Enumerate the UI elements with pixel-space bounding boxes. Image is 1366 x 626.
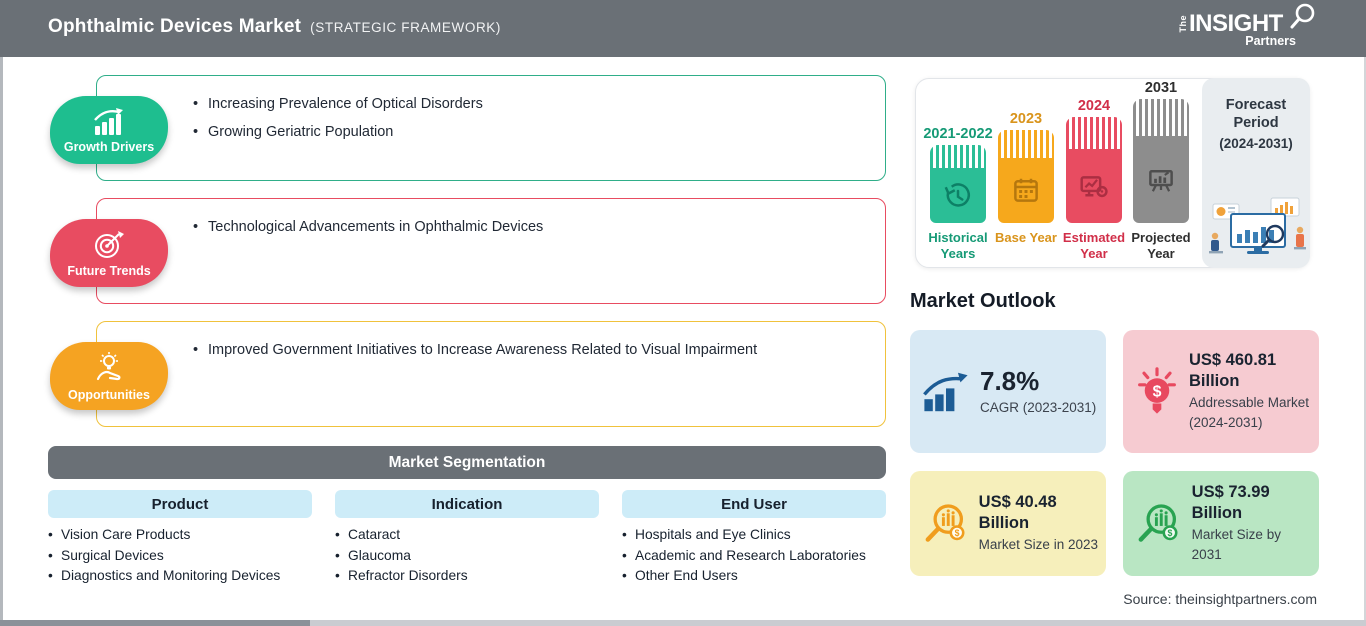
bar-body — [1066, 148, 1122, 223]
page-title: Ophthalmic Devices Market — [48, 16, 302, 37]
horizontal-scrollbar-track[interactable] — [0, 620, 1366, 626]
badge-label: Future Trends — [67, 263, 151, 278]
market-size-2023-card: $ US$ 40.48 Billion Market Size in 2023 — [910, 471, 1106, 576]
page-right-border — [1364, 57, 1366, 620]
future-trends-box: Technological Advancements in Ophthalmic… — [96, 198, 886, 304]
opportunities-badge: Opportunities — [50, 342, 168, 410]
magnifier-lens-icon — [1290, 3, 1315, 29]
base-year-value: 2023 — [1009, 111, 1043, 127]
list-item: Growing Geriatric Population — [193, 123, 865, 142]
insight-partners-logo: The INSIGHT Partners — [1178, 3, 1315, 51]
logo-insight-text: INSIGHT — [1189, 10, 1283, 37]
segment-header-end-user: End User — [622, 490, 886, 518]
bar-stripes — [930, 145, 986, 169]
horizontal-scrollbar-thumb[interactable] — [0, 620, 310, 626]
growth-drivers-box: Increasing Prevalence of Optical Disorde… — [96, 75, 886, 181]
future-trends-badge: Future Trends — [50, 219, 168, 287]
estimated-year-label: Estimated Year — [1062, 230, 1126, 261]
historical-years-label: Historical Years — [928, 230, 988, 261]
segment-header-product: Product — [48, 490, 312, 518]
svg-text:$: $ — [1153, 383, 1162, 400]
cagr-value: 7.8% — [980, 365, 1040, 396]
presentation-chart-icon — [1149, 169, 1173, 192]
base-year-label: Base Year — [995, 230, 1057, 245]
forecast-period-range: (2024-2031) — [1219, 136, 1293, 151]
base-year-bar — [998, 130, 1054, 223]
calendar-icon — [1014, 179, 1038, 203]
bulb-dollar-icon: $ — [1138, 366, 1176, 414]
logo-the-text: The — [1178, 15, 1188, 33]
list-item: Surgical Devices — [48, 546, 280, 567]
svg-text:$: $ — [955, 528, 960, 538]
magnifier-bars-icon: $ — [1138, 503, 1178, 542]
market-outlook-title: Market Outlook — [910, 290, 1056, 312]
list-item: Technological Advancements in Ophthalmic… — [193, 218, 865, 237]
opportunities-list: Improved Government Initiatives to Incre… — [193, 341, 865, 360]
projected-year-label: Projected Year — [1131, 230, 1191, 261]
market-size-2031-desc: Market Size by 2031 — [1191, 527, 1281, 562]
future-trends-list: Technological Advancements in Ophthalmic… — [193, 218, 865, 237]
growth-drivers-badge: Growth Drivers — [50, 96, 168, 164]
addressable-market-value: US$ 460.81 Billion — [1189, 351, 1277, 390]
page-subtitle: (STRATEGIC FRAMEWORK) — [310, 20, 501, 35]
opportunities-box: Improved Government Initiatives to Incre… — [96, 321, 886, 427]
target-dart-icon — [95, 230, 124, 258]
market-size-2031-card: $ US$ 73.99 Billion Market Size by 2031 — [1123, 471, 1319, 576]
list-item: Cataract — [335, 525, 468, 546]
projected-year-bar — [1133, 99, 1189, 223]
list-item: Vision Care Products — [48, 525, 280, 546]
addressable-market-card: $ US$ 460.81 Billion Addressable Market … — [1123, 330, 1319, 453]
list-item: Diagnostics and Monitoring Devices — [48, 566, 280, 587]
growth-chart-icon — [923, 372, 968, 411]
list-item: Refractor Disorders — [335, 566, 468, 587]
market-size-2023-desc: Market Size in 2023 — [978, 537, 1098, 552]
bar-body — [1133, 136, 1189, 223]
svg-text:$: $ — [1168, 528, 1173, 538]
product-segment-list: Vision Care Products Surgical Devices Di… — [48, 525, 280, 587]
bar-stripes — [998, 130, 1054, 158]
segment-header-indication: Indication — [335, 490, 599, 518]
header-bar: Ophthalmic Devices Market (STRATEGIC FRA… — [0, 0, 1366, 57]
bar-body — [930, 168, 986, 223]
bar-stripes — [1066, 117, 1122, 149]
indication-segment-list: Cataract Glaucoma Refractor Disorders — [335, 525, 468, 587]
growth-drivers-list: Increasing Prevalence of Optical Disorde… — [193, 95, 865, 142]
bar-stripes — [1133, 99, 1189, 137]
end-user-segment-list: Hospitals and Eye Clinics Academic and R… — [622, 525, 866, 587]
market-segmentation-bar: Market Segmentation — [48, 446, 886, 479]
forecast-illustration — [1209, 197, 1306, 254]
page-left-border — [0, 57, 3, 620]
logo-partners-text: Partners — [1245, 34, 1296, 48]
history-clock-icon — [944, 182, 971, 207]
list-item: Glaucoma — [335, 546, 468, 567]
bulb-hand-icon — [96, 351, 121, 380]
historical-years-value: 2021-2022 — [923, 126, 993, 142]
estimated-year-bar — [1066, 117, 1122, 223]
badge-label: Opportunities — [68, 387, 150, 402]
market-size-2031-value: US$ 73.99 Billion — [1191, 483, 1270, 522]
market-size-2023-value: US$ 40.48 Billion — [978, 493, 1057, 532]
list-item: Hospitals and Eye Clinics — [622, 525, 866, 546]
forecast-gear-icon — [1080, 176, 1108, 198]
addressable-market-desc: Addressable Market (2024-2031) — [1189, 395, 1310, 430]
list-item: Other End Users — [622, 566, 866, 587]
market-segmentation-title: Market Segmentation — [388, 453, 546, 471]
forecast-period-title: Forecast Period — [1225, 97, 1287, 131]
cagr-card: 7.8% CAGR (2023-2031) — [910, 330, 1106, 453]
list-item: Academic and Research Laboratories — [622, 546, 866, 567]
source-attribution: Source: theinsightpartners.com — [1123, 591, 1317, 607]
magnifier-bars-icon: $ — [925, 503, 965, 542]
badge-label: Growth Drivers — [63, 139, 155, 154]
bar-body — [998, 157, 1054, 223]
estimated-year-value: 2024 — [1077, 98, 1111, 114]
list-item: Increasing Prevalence of Optical Disorde… — [193, 95, 865, 114]
projected-year-value: 2031 — [1144, 80, 1178, 96]
growth-bars-icon — [94, 107, 123, 135]
cagr-desc: CAGR (2023-2031) — [980, 399, 1097, 415]
historical-years-bar — [930, 145, 986, 223]
list-item: Improved Government Initiatives to Incre… — [193, 341, 865, 360]
